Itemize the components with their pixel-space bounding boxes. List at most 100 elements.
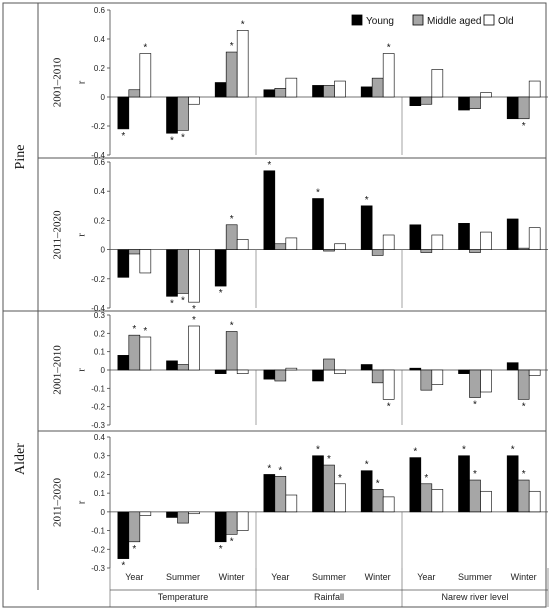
bar-young [360, 205, 373, 250]
significance-star: * [132, 324, 136, 335]
bar-middle-aged [371, 249, 384, 256]
bar-middle-aged [128, 511, 141, 543]
bar-young [263, 369, 276, 380]
significance-star: * [365, 460, 369, 471]
significance-star: * [121, 131, 125, 142]
bar-middle-aged [225, 511, 238, 535]
y-tick-label: 0.2 [94, 216, 106, 225]
bar-middle-aged [177, 511, 189, 524]
bar-young [214, 249, 227, 287]
legend-swatch-young [351, 14, 363, 26]
bar-old [382, 369, 395, 400]
significance-star: * [170, 298, 174, 309]
significance-star: * [230, 41, 234, 52]
period-label: 2001–2010 [52, 345, 64, 395]
y-tick-label: -0.2 [91, 122, 105, 131]
panel-alder-2: 2001–2010 r -0.3 -0.2 -0.1 0 0.1 0.2 0.3 * * * * * * * [52, 311, 548, 430]
bar-middle-aged [128, 249, 141, 255]
bar-old [480, 369, 492, 393]
bar-young [117, 511, 130, 559]
y-tick-label: 0.2 [94, 329, 106, 338]
x-tick-label-winter: Winter [219, 572, 245, 582]
y-tick-label: -0.1 [91, 527, 105, 536]
bar-old [139, 511, 152, 516]
bar-young [263, 89, 276, 98]
bar-young [506, 96, 519, 120]
bar-old [285, 77, 298, 98]
y-tick-label: 0.1 [94, 348, 106, 357]
y-axis-label: r [76, 80, 87, 84]
y-tick-label: 0.2 [94, 470, 106, 479]
y-tick-label: -0.3 [91, 564, 105, 573]
bar-young [360, 364, 373, 371]
significance-star: * [170, 135, 174, 146]
significance-star: * [376, 478, 380, 489]
significance-star: * [473, 469, 477, 480]
bar-young [263, 170, 276, 250]
bar-old [188, 511, 200, 515]
bar-middle-aged [517, 96, 530, 120]
y-tick-label: 0.4 [94, 187, 106, 196]
bar-middle-aged [177, 249, 189, 294]
significance-star: * [387, 401, 391, 412]
bar-middle-aged [517, 369, 530, 400]
bar-old [528, 490, 541, 513]
legend-label-middle-aged: Middle aged [427, 16, 481, 27]
significance-star: * [192, 304, 196, 315]
bar-young [312, 198, 324, 250]
y-tick-label: 0 [101, 93, 106, 102]
significance-star: * [413, 447, 417, 458]
x-tick-label-year: Year [125, 572, 143, 582]
y-tick-label: -0.2 [91, 403, 105, 412]
significance-star: * [230, 214, 234, 225]
panel-alder-3: 2011–2020 r -0.3 -0.2 -0.1 0 0.1 0.2 0.3 0.4 * * * * *… [52, 433, 548, 573]
bar-middle-aged [323, 249, 335, 252]
bar-middle-aged [469, 96, 481, 109]
bar-middle-aged [177, 364, 189, 371]
bar-old [188, 249, 200, 303]
bar-young [506, 455, 519, 513]
period-label: 2011–2020 [52, 477, 64, 527]
significance-star: * [522, 469, 526, 480]
y-tick-label: 0.1 [94, 489, 106, 498]
x-tick-label-winter: Winter [365, 572, 391, 582]
bar-old [431, 489, 444, 513]
bar-middle-aged [469, 479, 481, 513]
significance-star: * [121, 561, 125, 572]
bar-old [236, 511, 249, 531]
bar-middle-aged [517, 479, 530, 513]
y-tick-label: 0.6 [94, 158, 106, 167]
bar-young [458, 369, 470, 374]
significance-star: * [511, 445, 515, 456]
bar-old [334, 369, 346, 374]
significance-star: * [278, 465, 282, 476]
bar-middle-aged [225, 331, 238, 371]
bar-young [166, 511, 178, 518]
bar-old [236, 239, 249, 250]
x-tick-label-summer: Summer [312, 572, 346, 582]
significance-star: * [230, 321, 234, 332]
significance-star: * [219, 544, 223, 555]
x-tick-label-summer: Summer [458, 572, 492, 582]
x-tick-label-winter: Winter [511, 572, 537, 582]
legend-label-young: Young [366, 16, 394, 27]
bar-young [263, 474, 276, 513]
bar-old [528, 80, 541, 98]
bar-middle-aged [371, 489, 384, 513]
bar-young [166, 96, 178, 134]
significance-star: * [143, 43, 147, 54]
bar-young [117, 355, 130, 371]
bar-middle-aged [225, 224, 238, 250]
bar-young [506, 218, 519, 250]
x-axis: Year Summer Winter Temperature Year Summer Win… [109, 568, 549, 607]
bar-old [528, 227, 541, 250]
bar-young [506, 362, 519, 371]
bar-middle-aged [128, 334, 141, 371]
significance-star: * [522, 401, 526, 412]
bar-middle-aged [469, 249, 481, 253]
panel-pine-0: 2001–2010 r -0.4 -0.2 0 0.2 0.4 0.6 * * * * * * * * [52, 6, 548, 160]
bar-young [214, 511, 227, 543]
y-tick-label: 0 [101, 246, 106, 255]
